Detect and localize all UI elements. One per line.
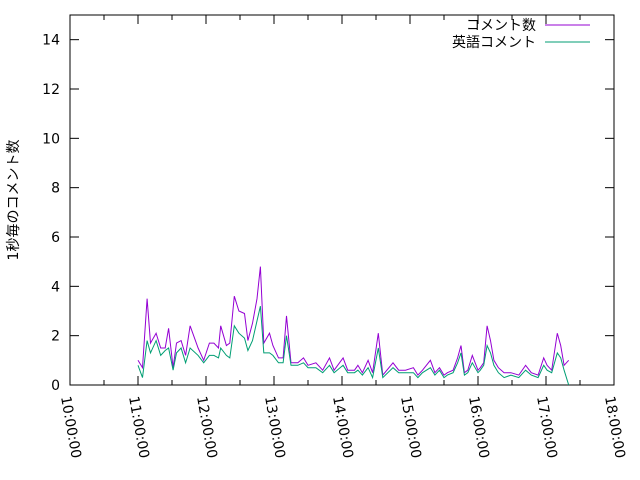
x-tick-label: 18:00:00 [601,395,628,460]
x-tick-label: 15:00:00 [397,395,424,460]
axis-ticks [69,15,615,386]
y-axis-label: 1秒毎のコメント数 [6,140,22,261]
y-tick-labels: 0 2 4 6 8 10 12 14 [42,33,60,394]
legend-label: 英語コメント [452,34,536,51]
y-tick-label: 0 [51,378,60,394]
plot-border [69,14,615,386]
series-line-1 [137,305,570,386]
series-lines [137,266,570,386]
x-tick-label: 12:00:00 [193,395,220,460]
x-tick-label: 17:00:00 [533,395,560,460]
y-tick-label: 8 [51,181,60,197]
x-tick-label: 13:00:00 [261,395,288,460]
x-tick-label: 11:00:00 [125,395,152,460]
y-tick-label: 14 [42,33,60,49]
y-tick-label: 2 [51,329,60,345]
y-tick-label: 4 [51,279,60,295]
x-tick-label: 14:00:00 [329,395,356,460]
x-tick-labels: 10:00:00 11:00:00 12:00:00 13:00:00 14:00:00… [57,395,628,460]
y-tick-label: 10 [42,131,60,147]
y-tick-label: 6 [51,230,60,246]
x-tick-label: 16:00:00 [465,395,492,460]
series-line-0 [137,266,570,377]
y-tick-label: 12 [42,82,60,98]
legend-label: コメント数 [466,18,536,34]
x-tick-label: 10:00:00 [57,395,84,460]
